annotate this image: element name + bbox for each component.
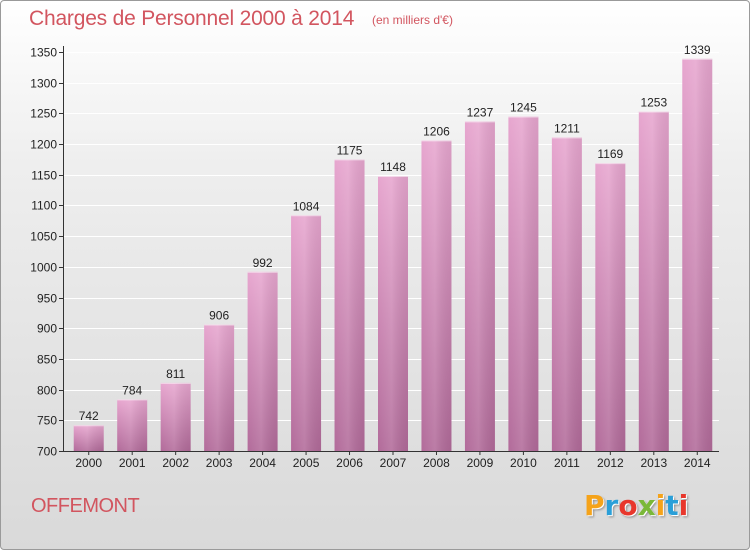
x-tick-label: 2001: [119, 456, 146, 470]
data-label: 811: [166, 367, 185, 381]
x-tick-label: 2006: [336, 456, 363, 470]
y-tick-label: 850: [37, 353, 57, 367]
y-tick-label: 900: [37, 322, 57, 336]
x-tick-label: 2004: [249, 456, 276, 470]
chart-title: Charges de Personnel 2000 à 2014: [29, 7, 355, 30]
y-tick-label: 750: [37, 414, 57, 428]
bar-shine: [595, 163, 626, 452]
bars: [73, 58, 713, 452]
x-tick-label: 2007: [380, 456, 407, 470]
y-tick-label: 1150: [31, 169, 57, 183]
x-tick-label: 2002: [162, 456, 189, 470]
data-label: 1175: [337, 143, 363, 157]
bar-shine: [421, 140, 452, 451]
x-tick-label: 2005: [293, 456, 320, 470]
data-label: 742: [79, 409, 99, 423]
data-label: 1206: [423, 124, 450, 138]
y-tick-label: 800: [37, 384, 57, 398]
bar-shine: [73, 425, 104, 451]
bar-shine: [291, 215, 322, 451]
bar-shine: [551, 137, 582, 451]
chart-subtitle: (en milliers d'€): [372, 13, 453, 27]
x-tick-label: 2013: [640, 456, 667, 470]
x-tick-label: 2000: [75, 456, 102, 470]
y-tick-label: 1050: [30, 230, 57, 244]
y-tick-label: 1350: [30, 46, 57, 60]
bar-shine: [682, 58, 713, 451]
data-label: 784: [122, 383, 142, 397]
logo-letter: P: [584, 489, 605, 522]
y-tick-label: 1250: [30, 107, 57, 121]
y-tick-label: 1100: [31, 199, 57, 213]
y-tick-label: 700: [37, 445, 57, 459]
x-tick-label: 2003: [206, 456, 233, 470]
logo-letter: i: [678, 489, 689, 522]
data-label: 1148: [380, 160, 406, 174]
x-tick-label: 2012: [597, 456, 624, 470]
x-tick-label: 2009: [467, 456, 494, 470]
proxiti-logo: Proxiti: [584, 489, 688, 522]
bar-shine: [204, 324, 235, 451]
data-label: 1169: [597, 147, 623, 161]
bar-shine: [160, 382, 191, 451]
x-tick-label: 2014: [684, 456, 711, 470]
y-tick-label: 950: [37, 292, 57, 306]
x-tick-label: 2008: [423, 456, 450, 470]
logo-letter: i: [655, 489, 666, 522]
bar-shine: [117, 399, 148, 451]
data-label: 1084: [293, 199, 320, 213]
logo-letter: r: [604, 489, 619, 522]
data-label: 906: [209, 309, 229, 323]
data-label: 992: [253, 256, 273, 270]
bar-shine: [638, 111, 669, 451]
data-labels: 742 784 811 906 992 1084 1175 1148 1206 1237 1245 1…: [79, 43, 711, 423]
x-tick-label: 2010: [510, 456, 537, 470]
bar-shine: [508, 116, 539, 451]
logo-letter: x: [637, 489, 656, 522]
y-tick-label: 1200: [30, 138, 57, 152]
logo-letter: o: [618, 489, 638, 522]
data-label: 1245: [510, 100, 537, 114]
bar-shine: [464, 121, 495, 451]
data-label: 1237: [467, 105, 494, 119]
bar-shine: [378, 175, 408, 451]
data-label: 1339: [684, 43, 711, 57]
data-label: 1211: [554, 121, 580, 135]
y-tick-label: 1300: [30, 77, 57, 91]
x-tick-label: 2011: [554, 456, 580, 470]
bar-shine: [247, 271, 278, 451]
bar-shine: [334, 159, 365, 451]
data-label: 1253: [640, 96, 667, 110]
logo-letter: t: [665, 489, 679, 522]
commune-name: OFFEMONT: [31, 495, 140, 517]
axes: 700 750 800 850 900 950 1000 1050 1100 1150 1200 12…: [30, 46, 719, 470]
y-tick-label: 1000: [30, 261, 57, 275]
